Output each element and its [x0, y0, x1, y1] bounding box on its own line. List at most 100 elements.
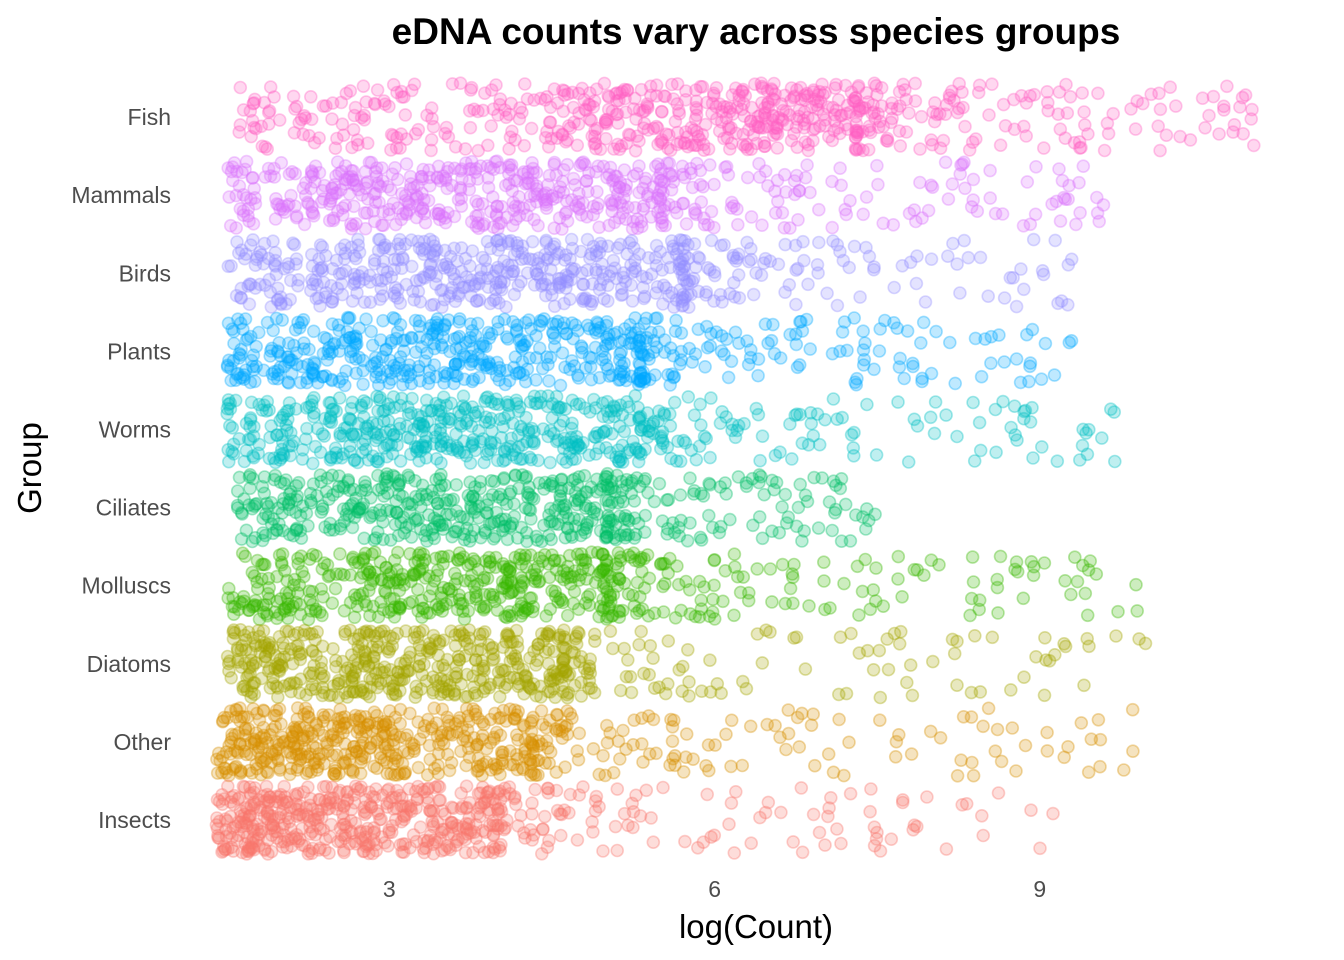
- data-point: [347, 610, 362, 625]
- data-point: [337, 568, 351, 582]
- data-point: [734, 102, 749, 117]
- data-point: [1067, 135, 1082, 150]
- data-point: [303, 493, 318, 508]
- data-point: [489, 725, 504, 740]
- series-plants: [220, 310, 1079, 393]
- data-point: [572, 726, 587, 741]
- data-point: [809, 98, 824, 113]
- data-point: [504, 96, 518, 111]
- data-point: [586, 100, 601, 114]
- data-point: [933, 141, 948, 155]
- data-point: [549, 168, 564, 182]
- data-point: [653, 134, 668, 149]
- data-point: [457, 532, 472, 547]
- data-point: [891, 395, 905, 409]
- data-point: [220, 401, 235, 416]
- data-point: [880, 131, 895, 146]
- data-point: [364, 324, 379, 339]
- data-point: [607, 215, 622, 230]
- data-point: [941, 192, 956, 206]
- data-point: [399, 157, 414, 171]
- data-point: [1235, 90, 1250, 105]
- data-point: [292, 116, 307, 130]
- data-point: [304, 398, 319, 412]
- data-point: [422, 163, 436, 177]
- data-point: [350, 133, 365, 147]
- data-point: [345, 140, 359, 155]
- data-point: [378, 97, 392, 111]
- data-point: [721, 119, 736, 134]
- data-point: [811, 266, 825, 280]
- data-point: [319, 99, 333, 113]
- data-point: [972, 78, 987, 93]
- data-point: [346, 218, 360, 233]
- data-point: [438, 215, 453, 230]
- data-point: [1073, 453, 1087, 467]
- data-point: [719, 111, 734, 125]
- data-point: [837, 768, 851, 783]
- data-point: [624, 486, 639, 501]
- data-point: [890, 321, 905, 336]
- data-point: [390, 130, 404, 145]
- data-point: [369, 161, 384, 175]
- data-point: [318, 520, 332, 534]
- data-point: [855, 101, 870, 115]
- data-point: [648, 311, 663, 326]
- data-point: [740, 334, 754, 348]
- data-point: [539, 201, 554, 215]
- data-point: [1130, 94, 1144, 108]
- data-point: [983, 163, 997, 178]
- data-point: [799, 86, 814, 101]
- data-point: [840, 122, 855, 136]
- data-point: [641, 485, 655, 500]
- data-point: [1006, 92, 1021, 107]
- data-point: [880, 134, 895, 148]
- data-point: [672, 662, 687, 677]
- data-point: [663, 260, 678, 275]
- data-point: [737, 109, 752, 123]
- data-point: [437, 376, 451, 390]
- data-point: [730, 423, 744, 438]
- data-point: [771, 110, 786, 125]
- data-point: [561, 119, 576, 133]
- data-point: [393, 454, 408, 468]
- data-point: [732, 291, 747, 305]
- data-point: [323, 409, 338, 424]
- data-point: [557, 640, 571, 655]
- data-point: [359, 95, 374, 109]
- data-point: [855, 124, 870, 139]
- data-point: [558, 207, 573, 221]
- data-point: [884, 115, 898, 130]
- data-point: [1220, 79, 1234, 94]
- data-point: [486, 162, 501, 177]
- data-point: [394, 84, 409, 99]
- data-point: [282, 197, 296, 212]
- data-point: [486, 293, 501, 308]
- data-point: [876, 216, 891, 231]
- data-point: [1051, 296, 1065, 311]
- data-point: [610, 86, 624, 100]
- data-point: [602, 167, 617, 182]
- data-point: [582, 166, 596, 180]
- data-point: [757, 139, 772, 154]
- data-point: [360, 192, 375, 206]
- data-point: [419, 403, 434, 418]
- data-point: [617, 356, 631, 371]
- data-point: [312, 131, 326, 145]
- data-point: [540, 192, 554, 207]
- data-point: [617, 182, 632, 196]
- data-point: [472, 627, 487, 642]
- data-point: [694, 195, 709, 209]
- data-point: [488, 436, 502, 450]
- data-point: [602, 218, 616, 233]
- data-point: [238, 162, 252, 177]
- data-point: [543, 350, 558, 365]
- data-point: [743, 114, 758, 129]
- data-point: [505, 124, 519, 139]
- data-point: [789, 83, 804, 97]
- data-point: [848, 91, 863, 105]
- data-point: [579, 174, 594, 188]
- data-point: [785, 567, 800, 581]
- data-point: [632, 247, 647, 261]
- data-point: [576, 522, 591, 537]
